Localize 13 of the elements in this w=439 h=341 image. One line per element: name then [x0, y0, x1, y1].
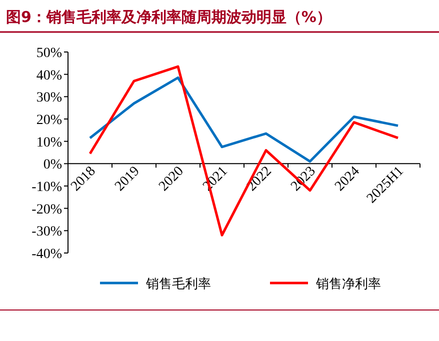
y-tick-label: 0% [43, 158, 62, 173]
y-tick-label: -20% [32, 202, 62, 218]
y-tick-label: 30% [36, 90, 62, 106]
title: 图9：销售毛利率及净利率随周期波动明显（%） [6, 8, 332, 26]
y-tick-label: 50% [36, 46, 62, 61]
y-tick-label: 40% [36, 68, 62, 84]
legend-label: 销售净利率 [315, 276, 381, 292]
y-tick-label: -30% [32, 224, 62, 240]
y-tick-label: -10% [32, 180, 62, 195]
legend-label: 销售毛利率 [145, 276, 211, 292]
y-tick-label: 20% [36, 113, 62, 128]
y-tick-label: 10% [36, 135, 62, 150]
y-tick-label: -40% [32, 247, 62, 262]
